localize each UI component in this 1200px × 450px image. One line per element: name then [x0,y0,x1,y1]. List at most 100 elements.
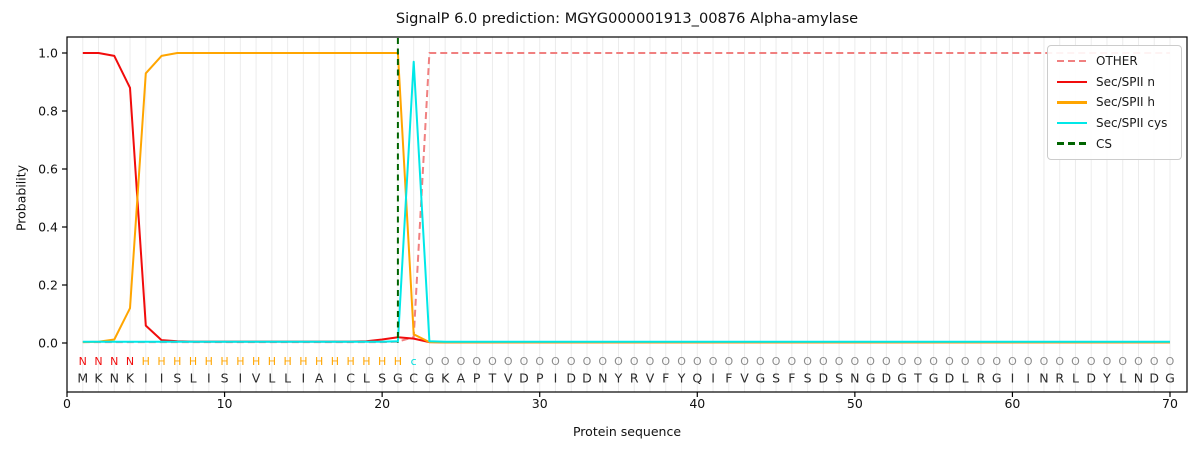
region-letter: O [835,355,844,368]
region-letter: O [945,355,954,368]
sequence-letter: D [1086,371,1096,386]
sequence-letter: I [144,371,148,386]
sequence-letter: I [1011,371,1015,386]
region-letter: H [268,355,276,368]
region-letter: O [1040,355,1049,368]
region-letter: N [94,355,102,368]
sequence-letter: C [409,371,418,386]
sequence-letter: C [346,371,355,386]
region-letter: O [977,355,986,368]
region-letter: O [535,355,544,368]
region-letter: O [929,355,938,368]
region-letter: O [504,355,513,368]
legend: OTHER Sec/SPII n Sec/SPII h Sec/SPII cys CS [1047,45,1182,160]
sequence-letter: L [962,371,969,386]
y-tick-label: 0.4 [38,219,58,234]
x-tick-label: 10 [217,396,233,411]
x-tick-label: 50 [847,396,863,411]
series-line-sec-spii-h [82,52,1170,344]
sequence-letter: L [284,371,291,386]
region-letter: H [346,355,354,368]
sequence-letter: S [221,371,229,386]
region-letter: N [126,355,134,368]
region-letter: O [488,355,497,368]
sequence-letter: P [473,371,481,386]
region-letter: O [992,355,1001,368]
legend-item-sec-spii-cys: Sec/SPII cys [1057,113,1172,134]
legend-item-sec-spii-n: Sec/SPII n [1057,72,1172,93]
region-letter: c [411,355,417,368]
region-letter: O [803,355,812,368]
region-letter: O [1103,355,1112,368]
sequence-letter: A [315,371,324,386]
region-letter: O [787,355,796,368]
sequence-letter: R [1055,371,1064,386]
x-tick-label: 30 [532,396,548,411]
region-letter: O [457,355,466,368]
sequence-letter: D [819,371,829,386]
x-tick-label: 70 [1162,396,1178,411]
sequence-letter: D [566,371,576,386]
sequence-letter: N [598,371,607,386]
sequence-letter: V [252,371,261,386]
x-tick-label: 20 [374,396,390,411]
region-letter: O [598,355,607,368]
y-tick-label: 0.0 [38,335,58,350]
region-letter: H [205,355,213,368]
region-letter: H [331,355,339,368]
region-letter: H [236,355,244,368]
dashed-line-swatch-icon [1057,142,1087,145]
region-letter: O [1118,355,1127,368]
legend-item-cs: CS [1057,133,1172,154]
sequence-letter: I [238,371,242,386]
sequence-letter: S [804,371,812,386]
region-letter: O [740,355,749,368]
region-letter: O [914,355,923,368]
sequence-letter: F [662,371,669,386]
sequence-letter: D [519,371,529,386]
y-tick-label: 0.2 [38,277,58,292]
region-letter: O [1008,355,1017,368]
sequence-letter: N [110,371,119,386]
sequence-letter: G [866,371,876,386]
region-letter: O [709,355,718,368]
region-letter: H [220,355,228,368]
legend-item-label: Sec/SPII h [1096,95,1155,110]
region-letter: O [1166,355,1175,368]
region-letter: O [646,355,655,368]
y-tick-label: 1.0 [38,45,58,60]
sequence-letter: I [160,371,164,386]
region-letter: O [614,355,623,368]
sequence-letter: T [488,371,497,386]
sequence-letter: L [1072,371,1079,386]
sequence-letter: G [393,371,403,386]
region-letter: H [299,355,307,368]
sequence-letter: T [913,371,922,386]
sequence-letter: F [725,371,732,386]
sequence-letter: Q [692,371,702,386]
region-letter: O [551,355,560,368]
region-letter: N [79,355,87,368]
sequence-letter: F [788,371,795,386]
region-letter: H [157,355,165,368]
region-letter: O [472,355,481,368]
legend-item-label: CS [1096,136,1112,151]
region-letter: H [362,355,370,368]
sequence-letter: P [536,371,544,386]
sequence-letter: G [425,371,435,386]
region-letter: O [961,355,970,368]
sequence-letter: G [992,371,1002,386]
region-letter: O [425,355,434,368]
sequence-letter: G [1165,371,1175,386]
legend-item-other: OTHER [1057,51,1172,72]
region-letter: O [677,355,686,368]
solid-line-swatch-icon [1057,121,1087,125]
solid-line-swatch-icon [1057,80,1087,84]
region-letter: O [441,355,450,368]
region-letter: H [173,355,181,368]
sequence-letter: G [755,371,765,386]
x-axis-label: Protein sequence [572,424,682,439]
sequence-letter: I [554,371,558,386]
sequence-letter: V [740,371,749,386]
